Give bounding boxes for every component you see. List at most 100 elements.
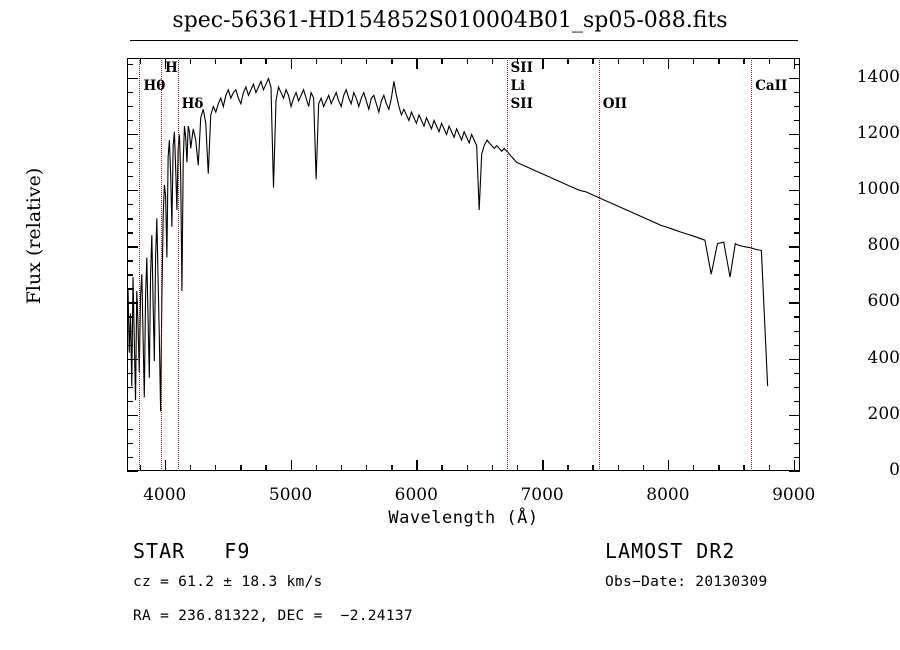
x-tick-top-4400: [215, 58, 217, 64]
y-tick-700: [127, 274, 133, 276]
y-tick-right-900: [794, 218, 800, 220]
y-tick-right-1150: [794, 147, 800, 150]
title-divider: [130, 40, 798, 41]
x-tick-4600: [240, 465, 242, 471]
line-label-Li: Li: [510, 78, 526, 94]
y-tick-right-1100: [794, 161, 800, 164]
line-marker-SII-a: [506, 58, 508, 471]
y-tick-right-1250: [794, 119, 800, 122]
line-label-SII-a: SII: [510, 60, 533, 76]
y-tick-right-650: [794, 288, 800, 290]
info-coordinates: RA = 236.81322, DEC = −2.24137: [133, 608, 413, 624]
y-tick-right-700: [794, 274, 800, 276]
y-tick-label-600: 600: [867, 291, 900, 312]
y-tick-label-400: 400: [867, 347, 900, 368]
x-tick-top-5000: [290, 58, 292, 69]
y-tick-right-350: [794, 372, 800, 375]
line-label-Hdelta: Hδ: [181, 96, 204, 112]
x-tick-5800: [391, 465, 393, 471]
x-tick-8000: [667, 460, 670, 471]
x-tick-top-7400: [592, 58, 594, 64]
y-tick-300: [127, 386, 133, 389]
plot-area: [127, 58, 800, 471]
x-tick-7400: [592, 465, 594, 471]
x-tick-top-4200: [189, 58, 192, 64]
x-tick-top-5600: [366, 58, 368, 64]
y-tick-right-1000: [789, 190, 800, 192]
x-tick-label-4000: 4000: [143, 485, 187, 505]
x-tick-7800: [642, 465, 645, 471]
x-tick-top-7600: [617, 58, 619, 64]
page-title: spec-56361-HD154852S010004B01_sp05-088.f…: [172, 8, 728, 33]
info-obs-date: Obs−Date: 20130309: [605, 574, 768, 590]
info-survey: LAMOST DR2: [605, 539, 736, 563]
x-tick-7200: [567, 465, 569, 471]
y-tick-label-200: 200: [867, 403, 900, 424]
y-tick-1200: [127, 133, 138, 136]
line-label-SII-b: SII: [510, 96, 533, 112]
y-tick-right-200: [789, 414, 800, 417]
y-axis-label: Flux (relative): [23, 167, 45, 305]
x-tick-label-5000: 5000: [268, 485, 313, 505]
y-tick-1150: [127, 147, 133, 150]
y-tick-150: [127, 428, 133, 431]
line-marker-Htheta: [139, 58, 141, 471]
y-tick-right-150: [794, 428, 800, 431]
x-tick-top-5400: [340, 58, 343, 64]
x-tick-label-7000: 7000: [520, 485, 564, 505]
line-marker-CaII: [751, 58, 753, 471]
y-tick-right-450: [794, 344, 800, 346]
y-tick-right-500: [794, 330, 800, 332]
y-tick-label-1000: 1000: [856, 179, 900, 200]
y-tick-right-950: [794, 204, 800, 206]
x-tick-label-8000: 8000: [646, 485, 690, 505]
x-tick-top-6200: [441, 58, 443, 64]
y-tick-950: [127, 204, 133, 206]
line-marker-Hdelta: [177, 58, 179, 471]
y-tick-1250: [127, 119, 133, 122]
y-tick-400: [127, 358, 138, 360]
y-tick-1100: [127, 161, 133, 164]
x-tick-label-9000: 9000: [772, 485, 816, 505]
y-tick-right-750: [794, 260, 800, 262]
y-tick-850: [127, 232, 133, 234]
x-tick-8200: [693, 465, 695, 471]
line-label-Htheta: Hθ: [143, 78, 166, 94]
y-tick-800: [127, 246, 138, 248]
y-tick-1450: [127, 63, 133, 65]
x-axis-label: Wavelength (Å): [388, 508, 539, 528]
y-tick-right-850: [794, 232, 800, 234]
line-label-Heta: H: [164, 60, 178, 76]
y-tick-right-1350: [794, 91, 800, 94]
y-tick-500: [127, 330, 133, 332]
x-tick-top-8600: [743, 58, 745, 64]
y-tick-right-1400: [789, 77, 800, 80]
x-tick-4800: [265, 465, 267, 471]
x-tick-top-8800: [768, 58, 770, 64]
x-tick-9000: [793, 460, 796, 471]
y-tick-label-1200: 1200: [856, 122, 900, 143]
y-tick-right-1300: [794, 105, 800, 108]
x-tick-8600: [743, 465, 745, 471]
spectrum-curve: [128, 59, 799, 470]
y-tick-900: [127, 218, 133, 220]
x-tick-top-8200: [693, 58, 695, 64]
y-tick-right-300: [794, 386, 800, 389]
x-tick-top-7200: [567, 58, 569, 64]
info-star-type: STAR F9: [133, 539, 251, 563]
y-tick-0: [127, 471, 138, 473]
y-tick-right-250: [794, 400, 800, 403]
x-tick-top-5200: [315, 58, 318, 64]
y-tick-350: [127, 372, 133, 375]
x-tick-5200: [315, 465, 318, 471]
y-tick-right-1200: [789, 133, 800, 136]
x-tick-4000: [164, 460, 167, 471]
y-tick-550: [127, 316, 133, 318]
y-tick-label-0: 0: [889, 460, 900, 480]
line-label-OII: OII: [602, 96, 628, 112]
y-tick-50: [127, 456, 133, 459]
y-tick-right-0: [789, 471, 800, 473]
x-tick-5600: [366, 465, 368, 471]
y-tick-1300: [127, 105, 133, 108]
